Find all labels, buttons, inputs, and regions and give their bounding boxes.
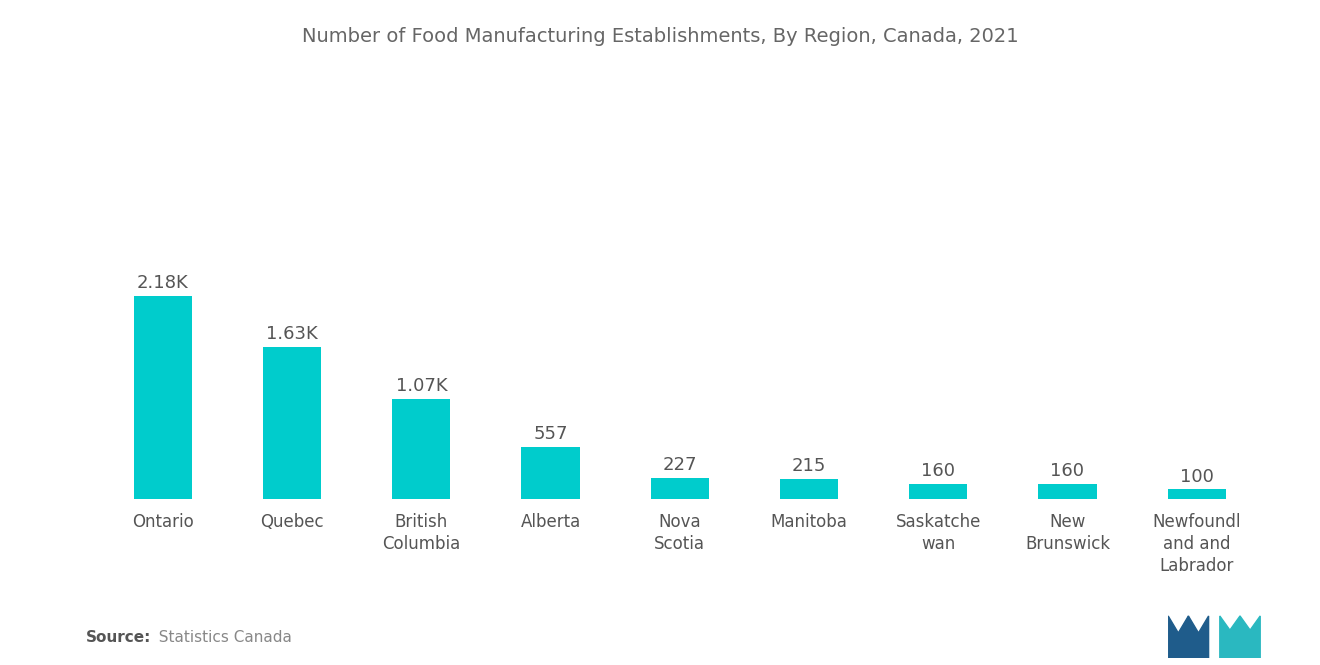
Polygon shape xyxy=(1239,616,1261,658)
Bar xyxy=(780,479,838,499)
Bar xyxy=(1168,489,1226,499)
Bar xyxy=(263,347,321,499)
Text: 1.63K: 1.63K xyxy=(267,325,318,343)
Text: 100: 100 xyxy=(1180,467,1213,485)
Polygon shape xyxy=(1168,616,1188,658)
Text: Source:: Source: xyxy=(86,630,152,645)
Text: 557: 557 xyxy=(533,425,568,443)
Text: 1.07K: 1.07K xyxy=(396,378,447,396)
Polygon shape xyxy=(1188,616,1209,658)
Bar xyxy=(1039,484,1097,499)
Text: 2.18K: 2.18K xyxy=(137,274,189,292)
Text: Number of Food Manufacturing Establishments, By Region, Canada, 2021: Number of Food Manufacturing Establishme… xyxy=(302,27,1018,46)
Text: Statistics Canada: Statistics Canada xyxy=(149,630,292,645)
Bar xyxy=(521,447,579,499)
Bar xyxy=(909,484,968,499)
Bar xyxy=(392,399,450,499)
Bar xyxy=(133,296,191,499)
Text: 160: 160 xyxy=(1051,462,1085,480)
Text: 160: 160 xyxy=(921,462,956,480)
Text: 227: 227 xyxy=(663,456,697,474)
Text: 215: 215 xyxy=(792,457,826,475)
Polygon shape xyxy=(1220,616,1239,658)
Bar xyxy=(651,477,709,499)
